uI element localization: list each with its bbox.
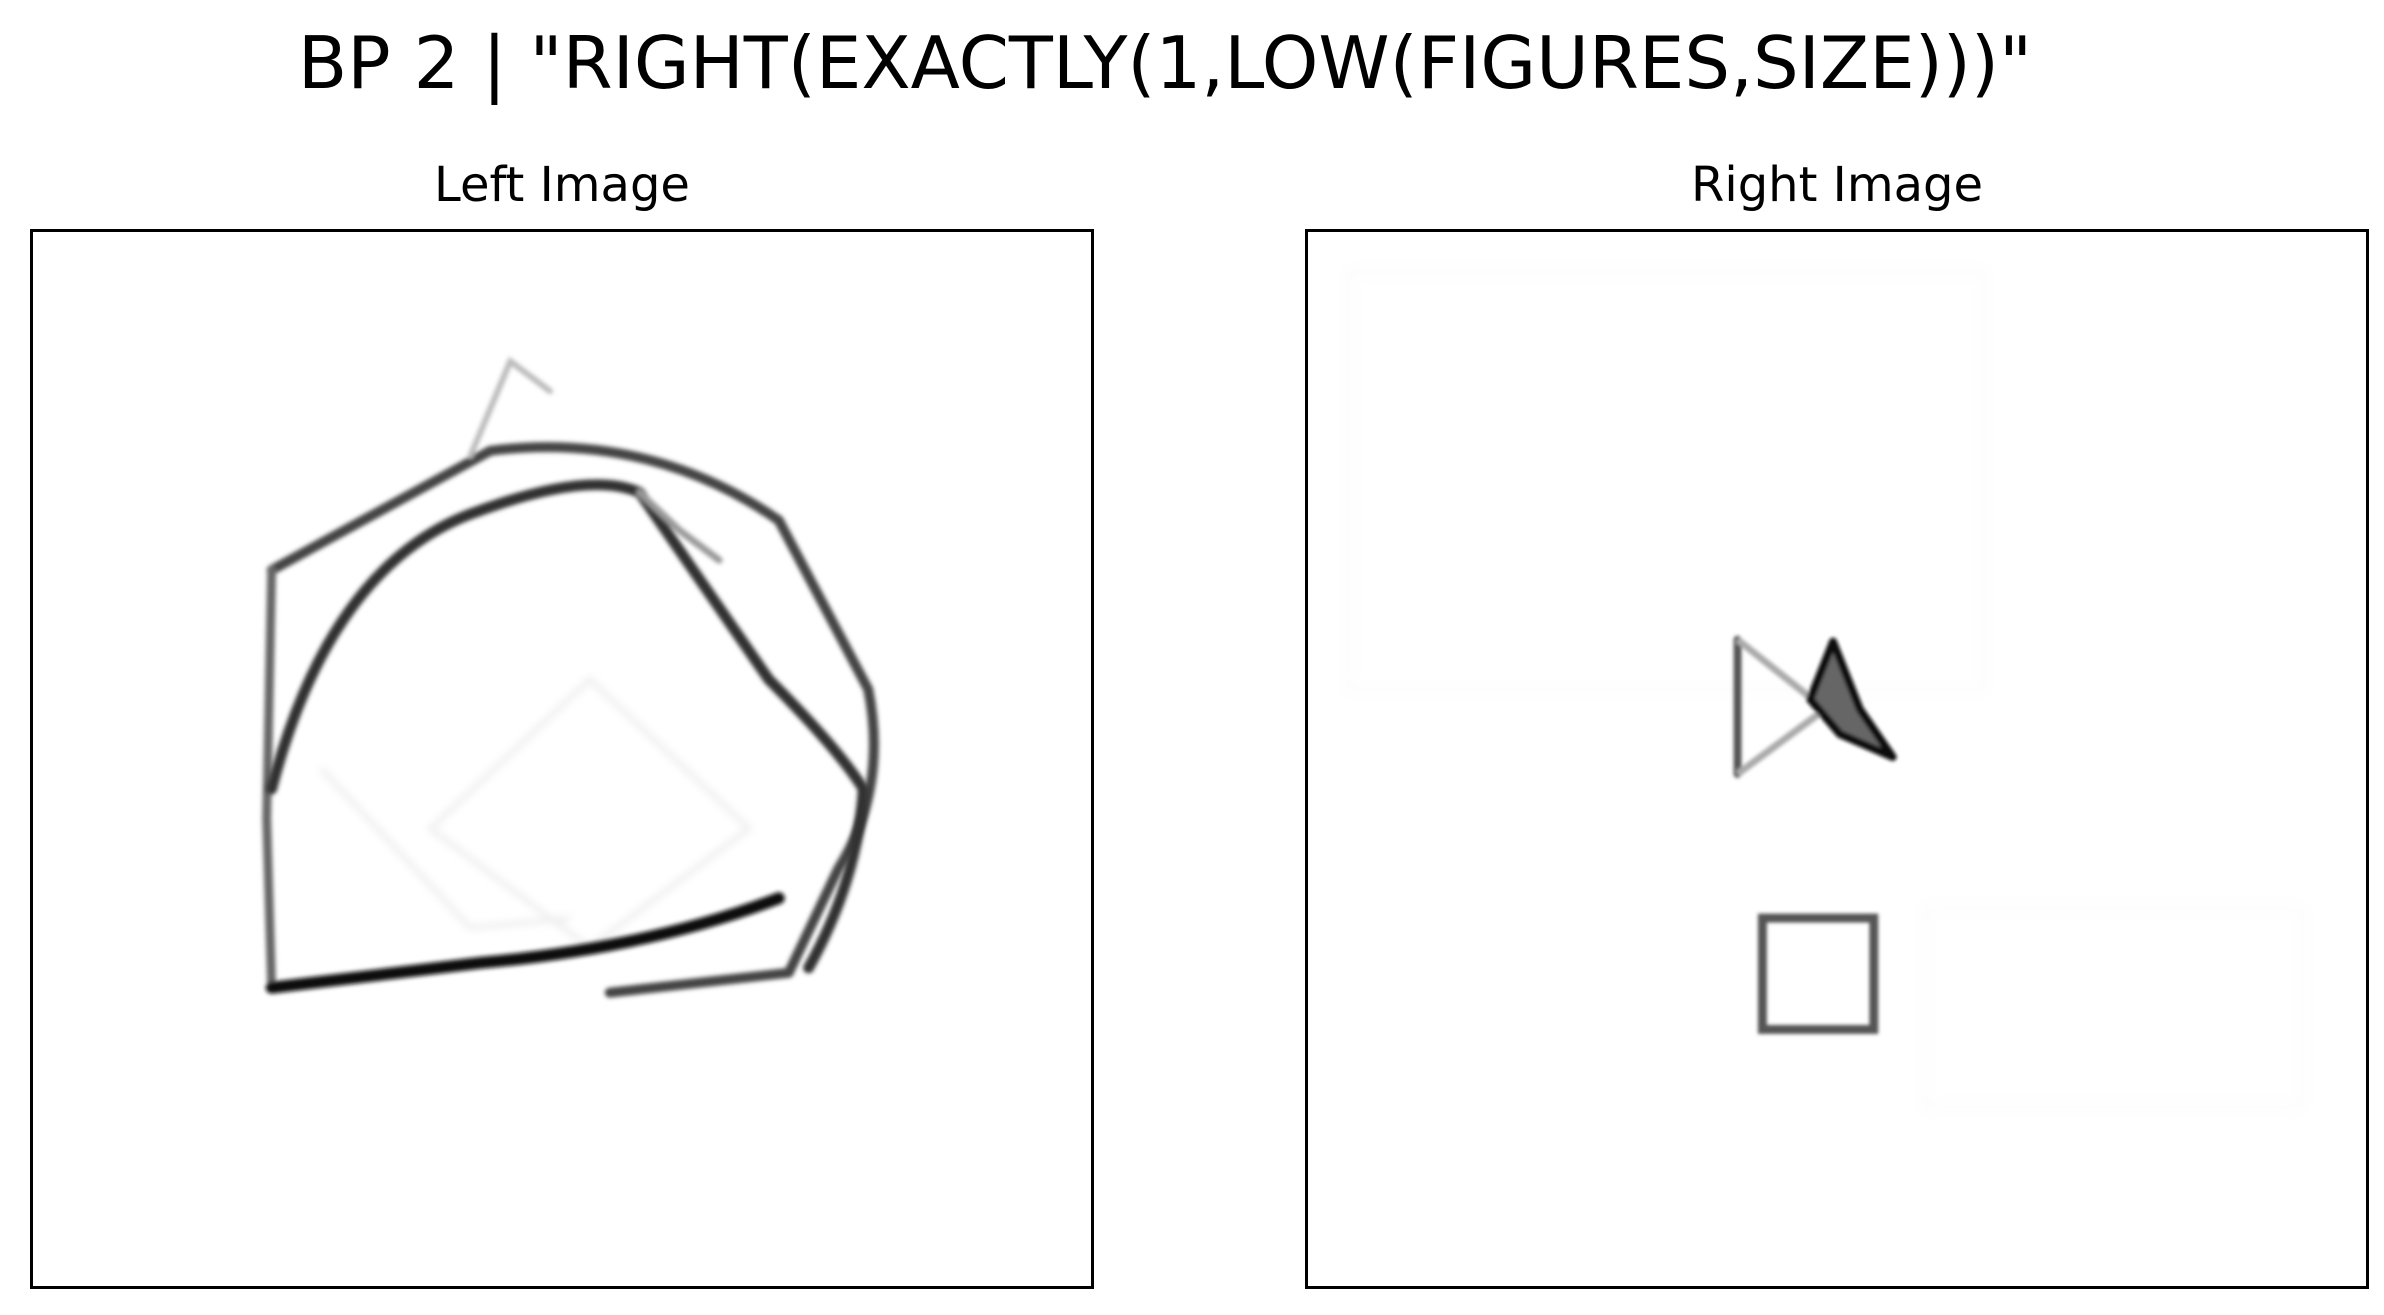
left-panel-title: Left Image (434, 157, 690, 213)
large-rounded-shape (266, 479, 869, 974)
left-image-canvas (262, 356, 879, 998)
right-image-panel (1305, 229, 2369, 1289)
figure-title: BP 2 | "RIGHT(EXACTLY(1,LOW(FIGURES,SIZE… (297, 21, 2033, 105)
right-faint-background-pattern (1345, 269, 2305, 1110)
left-image-panel (30, 229, 1094, 1289)
large-diamond-shape (262, 356, 879, 998)
right-image-canvas (1345, 269, 2305, 1110)
small-bowtie-shape (1733, 635, 1897, 778)
left-faint-background-shapes (319, 676, 753, 952)
right-panel-title: Right Image (1691, 157, 1983, 213)
small-square-shape (1757, 913, 1879, 1034)
